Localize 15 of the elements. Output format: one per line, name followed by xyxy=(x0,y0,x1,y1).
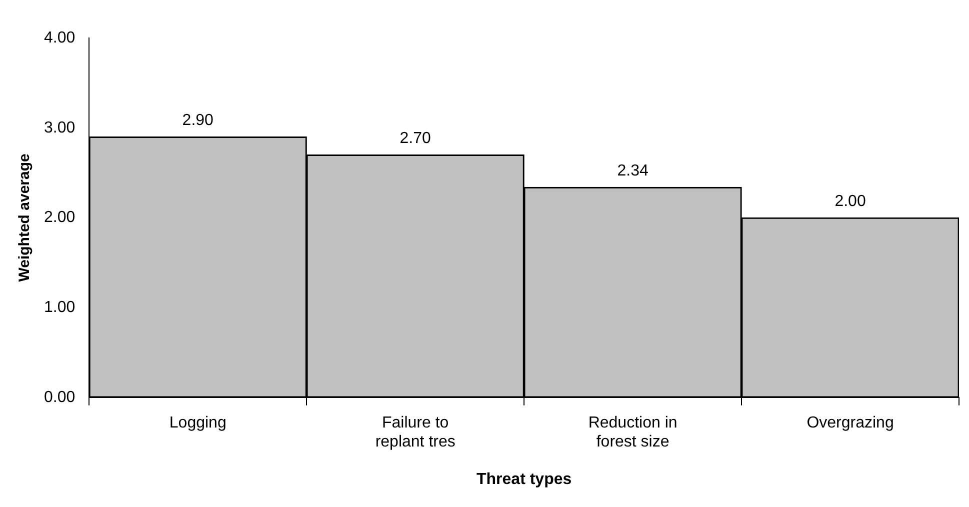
data-label: 2.00 xyxy=(834,193,866,210)
y-tick-label: 2.00 xyxy=(44,209,76,226)
data-label: 2.34 xyxy=(617,162,648,180)
y-axis-title: Weighted average xyxy=(16,154,34,282)
x-tick-label: Reduction in forest size xyxy=(588,414,678,451)
x-tick-label: Failure to replant tres xyxy=(375,414,456,451)
x-axis-title: Threat types xyxy=(476,470,572,488)
y-tick-label: 4.00 xyxy=(44,29,76,46)
y-tick-label: 0.00 xyxy=(44,388,76,406)
data-label: 2.70 xyxy=(400,130,432,148)
x-tick-label: Logging xyxy=(169,414,226,432)
y-tick-label: 3.00 xyxy=(44,119,76,136)
data-label: 2.90 xyxy=(182,112,214,130)
x-tick-label: Overgrazing xyxy=(806,414,894,432)
y-tick-label: 1.00 xyxy=(44,298,76,316)
